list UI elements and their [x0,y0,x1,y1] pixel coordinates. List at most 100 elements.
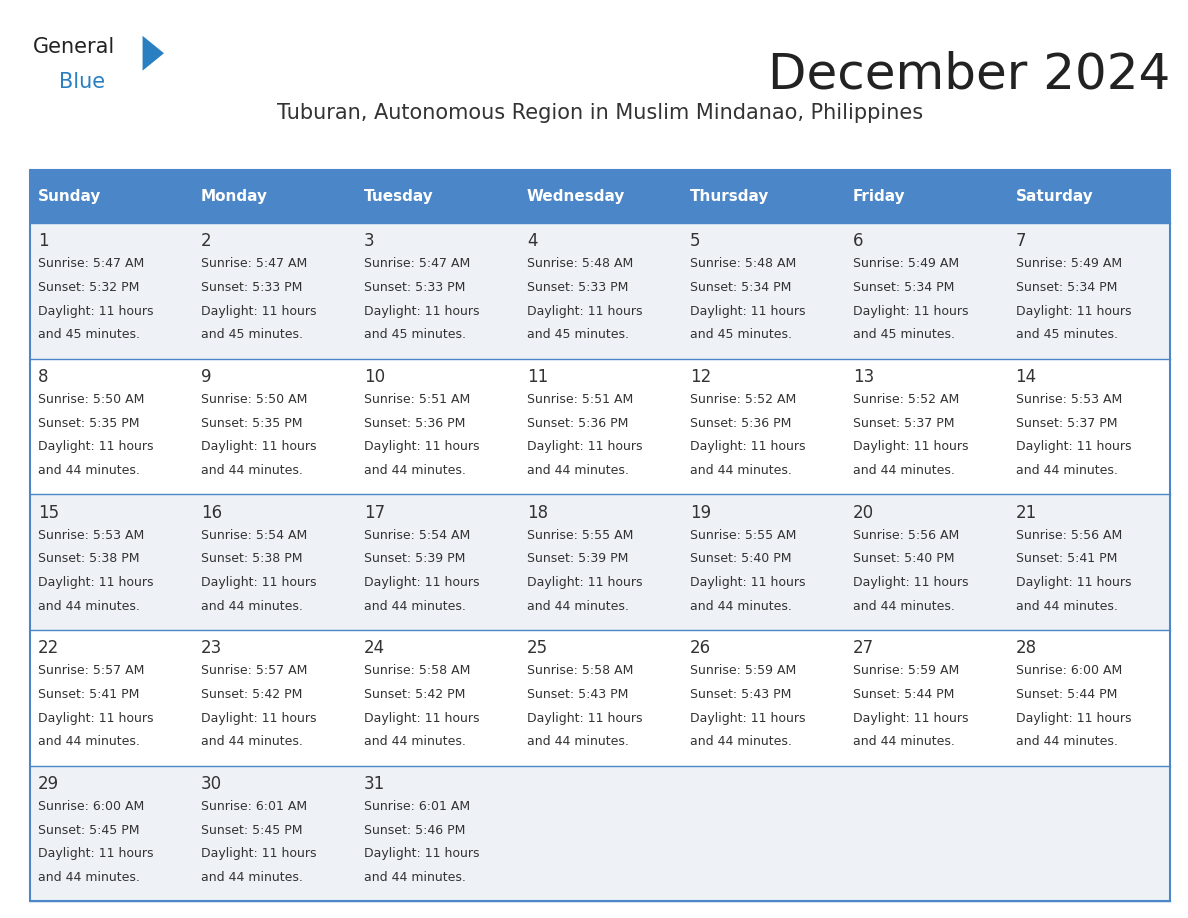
Text: Sunset: 5:34 PM: Sunset: 5:34 PM [1016,281,1117,294]
Bar [30,630,1170,766]
Text: Sunset: 5:34 PM: Sunset: 5:34 PM [690,281,791,294]
Text: Sunrise: 5:59 AM: Sunrise: 5:59 AM [853,665,959,677]
Text: Sunrise: 5:49 AM: Sunrise: 5:49 AM [1016,257,1121,270]
Text: and 44 minutes.: and 44 minutes. [853,599,954,613]
Text: Sunset: 5:35 PM: Sunset: 5:35 PM [201,417,303,430]
Text: and 44 minutes.: and 44 minutes. [364,599,466,613]
Text: and 44 minutes.: and 44 minutes. [364,871,466,884]
Text: and 45 minutes.: and 45 minutes. [38,329,140,341]
Text: Daylight: 11 hours: Daylight: 11 hours [38,576,153,589]
Text: Tuesday: Tuesday [364,189,434,204]
Text: Daylight: 11 hours: Daylight: 11 hours [38,441,153,453]
Text: Blue: Blue [59,72,106,92]
Text: 7: 7 [1016,232,1026,251]
Text: Sunset: 5:33 PM: Sunset: 5:33 PM [526,281,628,294]
Text: 9: 9 [201,368,211,386]
Text: Sunset: 5:44 PM: Sunset: 5:44 PM [1016,688,1117,701]
Text: Sunrise: 5:58 AM: Sunrise: 5:58 AM [526,665,633,677]
Text: Sunset: 5:40 PM: Sunset: 5:40 PM [853,553,954,565]
Text: Sunrise: 5:48 AM: Sunrise: 5:48 AM [526,257,633,270]
Text: Daylight: 11 hours: Daylight: 11 hours [201,711,316,724]
Text: and 44 minutes.: and 44 minutes. [1016,465,1118,477]
Text: Sunrise: 5:55 AM: Sunrise: 5:55 AM [526,529,633,542]
Text: Daylight: 11 hours: Daylight: 11 hours [38,305,153,318]
Text: Sunset: 5:32 PM: Sunset: 5:32 PM [38,281,139,294]
Text: Sunset: 5:45 PM: Sunset: 5:45 PM [38,823,139,836]
Text: and 44 minutes.: and 44 minutes. [201,465,303,477]
Text: Daylight: 11 hours: Daylight: 11 hours [1016,576,1131,589]
Text: Sunrise: 5:53 AM: Sunrise: 5:53 AM [1016,393,1121,406]
Text: 19: 19 [690,504,710,521]
Text: Sunrise: 5:52 AM: Sunrise: 5:52 AM [690,393,796,406]
Text: 27: 27 [853,639,873,657]
Text: Daylight: 11 hours: Daylight: 11 hours [690,576,805,589]
Text: Daylight: 11 hours: Daylight: 11 hours [1016,441,1131,453]
Text: Sunset: 5:40 PM: Sunset: 5:40 PM [690,553,791,565]
Text: 2: 2 [201,232,211,251]
Text: 16: 16 [201,504,222,521]
Text: Daylight: 11 hours: Daylight: 11 hours [1016,305,1131,318]
Text: Daylight: 11 hours: Daylight: 11 hours [364,441,480,453]
Text: and 44 minutes.: and 44 minutes. [201,871,303,884]
Text: Sunrise: 5:47 AM: Sunrise: 5:47 AM [364,257,470,270]
Text: and 44 minutes.: and 44 minutes. [38,735,140,748]
Text: Daylight: 11 hours: Daylight: 11 hours [853,576,968,589]
Text: 29: 29 [38,775,59,793]
Text: and 44 minutes.: and 44 minutes. [853,465,954,477]
Text: Sunset: 5:42 PM: Sunset: 5:42 PM [201,688,302,701]
Text: Daylight: 11 hours: Daylight: 11 hours [201,576,316,589]
Text: 22: 22 [38,639,59,657]
Text: Daylight: 11 hours: Daylight: 11 hours [364,847,480,860]
Text: Sunrise: 5:48 AM: Sunrise: 5:48 AM [690,257,796,270]
Text: Sunset: 5:41 PM: Sunset: 5:41 PM [1016,553,1117,565]
Text: Daylight: 11 hours: Daylight: 11 hours [526,441,643,453]
Text: Daylight: 11 hours: Daylight: 11 hours [690,305,805,318]
Text: Daylight: 11 hours: Daylight: 11 hours [690,441,805,453]
Text: and 44 minutes.: and 44 minutes. [201,735,303,748]
Text: Sunrise: 5:56 AM: Sunrise: 5:56 AM [853,529,959,542]
Text: Sunrise: 5:59 AM: Sunrise: 5:59 AM [690,665,796,677]
Text: Daylight: 11 hours: Daylight: 11 hours [201,441,316,453]
Text: December 2024: December 2024 [767,50,1170,98]
Text: Sunset: 5:37 PM: Sunset: 5:37 PM [1016,417,1117,430]
Text: 31: 31 [364,775,385,793]
Text: 4: 4 [526,232,537,251]
Text: 6: 6 [853,232,864,251]
Text: Thursday: Thursday [690,189,769,204]
Text: Monday: Monday [201,189,268,204]
Text: Sunrise: 5:51 AM: Sunrise: 5:51 AM [364,393,470,406]
Text: Sunrise: 5:47 AM: Sunrise: 5:47 AM [201,257,308,270]
Text: Wednesday: Wednesday [526,189,625,204]
Text: Sunset: 5:39 PM: Sunset: 5:39 PM [364,553,466,565]
Text: Sunset: 5:36 PM: Sunset: 5:36 PM [690,417,791,430]
Text: 18: 18 [526,504,548,521]
Text: Sunrise: 5:50 AM: Sunrise: 5:50 AM [201,393,308,406]
Text: and 44 minutes.: and 44 minutes. [690,465,791,477]
Text: 15: 15 [38,504,59,521]
Text: Sunset: 5:35 PM: Sunset: 5:35 PM [38,417,139,430]
Text: Daylight: 11 hours: Daylight: 11 hours [526,576,643,589]
Text: 28: 28 [1016,639,1037,657]
Bar [30,223,1170,359]
Text: and 44 minutes.: and 44 minutes. [526,465,628,477]
Text: 25: 25 [526,639,548,657]
Text: 5: 5 [690,232,700,251]
Text: and 45 minutes.: and 45 minutes. [690,329,791,341]
Text: Sunrise: 6:00 AM: Sunrise: 6:00 AM [38,800,144,813]
Text: Sunday: Sunday [38,189,101,204]
Text: Sunrise: 5:54 AM: Sunrise: 5:54 AM [201,529,308,542]
Text: Sunrise: 5:49 AM: Sunrise: 5:49 AM [853,257,959,270]
Text: Daylight: 11 hours: Daylight: 11 hours [38,847,153,860]
Text: and 44 minutes.: and 44 minutes. [364,465,466,477]
Text: and 45 minutes.: and 45 minutes. [1016,329,1118,341]
Text: Friday: Friday [853,189,905,204]
Text: and 45 minutes.: and 45 minutes. [364,329,466,341]
Text: and 44 minutes.: and 44 minutes. [1016,599,1118,613]
Text: Sunrise: 6:00 AM: Sunrise: 6:00 AM [1016,665,1121,677]
Text: and 44 minutes.: and 44 minutes. [201,599,303,613]
Text: 1: 1 [38,232,49,251]
Text: Sunset: 5:42 PM: Sunset: 5:42 PM [364,688,466,701]
Text: Sunset: 5:41 PM: Sunset: 5:41 PM [38,688,139,701]
Text: Sunrise: 5:55 AM: Sunrise: 5:55 AM [690,529,796,542]
Text: Daylight: 11 hours: Daylight: 11 hours [201,847,316,860]
